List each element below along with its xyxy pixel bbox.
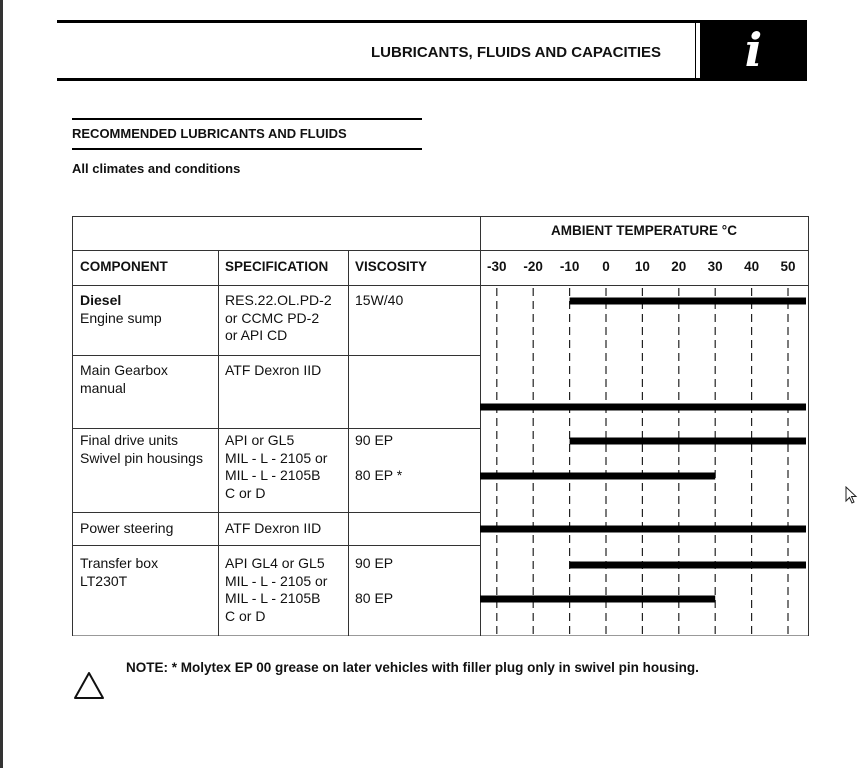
specification: ATF Dexron IID [225, 362, 322, 378]
specification: ATF Dexron IID [225, 520, 322, 536]
table-border [72, 545, 480, 546]
temp-tick-label: 30 [707, 259, 723, 274]
component-name: Final drive units Swivel pin housings [80, 432, 203, 466]
table-border [72, 216, 73, 636]
column-header-component: COMPONENT [80, 259, 168, 274]
temperature-range-bar [480, 595, 716, 603]
specification: API or GL5 MIL - L - 2105 or MIL - L - 2… [225, 432, 328, 501]
component-name: Power steering [80, 520, 174, 536]
specification: RES.22.OL.PD-2 or CCMC PD-2 or API CD [225, 292, 332, 343]
temp-tick-label: 0 [602, 259, 610, 274]
section-subtitle: All climates and conditions [72, 161, 241, 176]
section-rule-bottom [72, 148, 422, 150]
header-rule-top [57, 20, 807, 23]
table-border [72, 355, 480, 356]
temperature-range-bar [569, 437, 806, 445]
table-border [72, 635, 808, 636]
table-border [72, 250, 808, 251]
temperature-range-bar [480, 472, 716, 480]
temperature-range-bar [569, 561, 806, 569]
temperature-range-chart [480, 288, 806, 635]
viscosity: 90 EP [355, 555, 394, 571]
viscosity: 80 EP [355, 590, 394, 606]
page-title: LUBRICANTS, FLUIDS AND CAPACITIES [371, 44, 661, 61]
component-name: Main Gearbox manual [80, 362, 168, 396]
temp-tick-label: -20 [523, 259, 543, 274]
table-border [72, 428, 480, 429]
viscosity: 90 EP [355, 432, 394, 448]
table-border [480, 216, 481, 636]
table-border [808, 216, 809, 636]
section-rule-top [72, 118, 422, 120]
mouse-cursor-icon [845, 486, 858, 504]
temperature-range-bar [480, 403, 806, 411]
temp-tick-label: 10 [634, 259, 650, 274]
temp-tick-label: -30 [487, 259, 507, 274]
temp-tick-label: 40 [744, 259, 760, 274]
temperature-range-bar [480, 525, 806, 533]
header-divider [695, 23, 696, 78]
table-border [218, 250, 219, 636]
viscosity: 80 EP * [355, 467, 403, 483]
temperature-range-bar [569, 297, 806, 305]
specification: API GL4 or GL5 MIL - L - 2105 or MIL - L… [225, 555, 328, 624]
table-border [72, 285, 808, 286]
temp-tick-label: -10 [559, 259, 580, 274]
note-text: NOTE: * Molytex EP 00 grease on later ve… [126, 660, 699, 675]
component-name: Engine sump [80, 310, 162, 326]
temp-tick-label: 20 [671, 259, 687, 274]
info-icon: i [700, 20, 807, 81]
ambient-temp-header: AMBIENT TEMPERATURE °C [551, 223, 737, 238]
temp-tick-label: 50 [780, 259, 796, 274]
component-name: Transfer box LT230T [80, 555, 159, 589]
viewer-edge [0, 0, 3, 768]
table-border [72, 512, 480, 513]
table-border [348, 250, 349, 636]
column-header-viscosity: VISCOSITY [355, 259, 428, 274]
component-name: Diesel [80, 292, 122, 308]
viscosity: 15W/40 [355, 292, 404, 308]
warning-triangle-icon [74, 672, 104, 699]
column-header-specification: SPECIFICATION [225, 259, 329, 274]
header-rule-bottom [57, 78, 807, 81]
section-title: RECOMMENDED LUBRICANTS AND FLUIDS [72, 126, 347, 141]
table-border [72, 216, 808, 217]
